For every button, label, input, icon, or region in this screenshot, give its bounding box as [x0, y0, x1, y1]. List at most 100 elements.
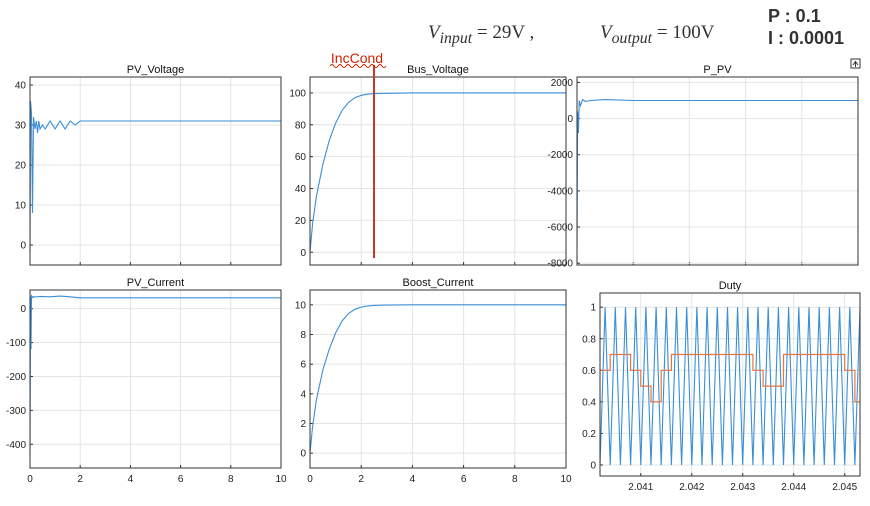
plot-title: Duty — [719, 280, 742, 292]
plot-title: Bus_Voltage — [407, 64, 469, 76]
x-tick-label: 0 — [307, 474, 313, 485]
data-layer — [310, 92, 566, 253]
plot-frame — [599, 292, 861, 477]
plot-area — [30, 290, 281, 468]
inccond-label: IncCond — [331, 50, 383, 66]
plot-title: PV_Voltage — [127, 64, 185, 76]
x-tick-label: 0 — [27, 474, 33, 485]
x-tick-label: 2 — [77, 474, 83, 485]
plot-area — [30, 77, 281, 265]
subplot-pv-voltage: 0 10 20 30 40 PV_Voltage — [15, 64, 282, 266]
y-tick-label: 0 — [567, 114, 573, 125]
y-tick-label: -6000 — [547, 223, 573, 234]
y-tick-label: 2000 — [551, 78, 574, 89]
y-tick-label: -400 — [6, 440, 26, 451]
reference-step-line — [600, 353, 860, 403]
y-tick-label: 10 — [295, 300, 307, 311]
y-tick-label: 80 — [295, 120, 307, 131]
subplot-p-pv: 2000 0 -2000 -4000 -6000 -8000 P_PV — [547, 64, 859, 270]
y-tick-label: 0.4 — [582, 397, 596, 408]
export-icon-arrow — [852, 60, 859, 67]
y-tick-label: 1 — [590, 303, 596, 314]
y-tick-label: 30 — [15, 121, 27, 132]
series-line — [310, 304, 566, 454]
plot-frame — [29, 76, 282, 266]
series-line — [310, 92, 566, 253]
x-tick-label: 10 — [275, 474, 287, 485]
y-tick-label: 60 — [295, 152, 307, 163]
x-tick-label: 2.045 — [832, 482, 857, 493]
vout-value: = 100V — [652, 22, 715, 43]
subplot-bus-voltage: 0 20 40 60 80 100 Bus_Voltage — [289, 64, 567, 266]
plot-area — [310, 290, 566, 468]
overlay-layer: IncCond — [329, 50, 861, 258]
y-tick-label: -8000 — [547, 259, 573, 270]
series-line — [30, 100, 281, 254]
x-tick-label: 8 — [228, 474, 234, 485]
plot-area — [310, 77, 566, 265]
plot-title: P_PV — [703, 64, 732, 76]
data-layer — [310, 304, 566, 454]
y-tick-label: -2000 — [547, 150, 573, 161]
i-gain-label: I : 0.0001 — [768, 28, 845, 48]
x-tick-label: 2 — [358, 474, 364, 485]
vin-var: V — [428, 22, 440, 43]
plot-frame — [29, 289, 282, 469]
y-tick-label: 0 — [20, 304, 26, 315]
subplot-boost-current: 0 2 4 6 8 10 0 2 4 6 8 10 Boost_Current — [295, 277, 572, 485]
y-tick-label: -4000 — [547, 186, 573, 197]
export-icon-box — [850, 58, 861, 69]
y-tick-label: 2 — [300, 419, 306, 430]
y-tick-label: 0 — [590, 460, 596, 471]
data-layer — [600, 307, 860, 466]
x-tick-label: 8 — [512, 474, 518, 485]
x-tick-label: 2.041 — [628, 482, 653, 493]
y-tick-label: 8 — [300, 330, 306, 341]
x-tick-label: 6 — [461, 474, 467, 485]
y-tick-label: 0 — [20, 241, 26, 252]
subplot-grid: 010203040PV_Voltage020406080100Bus_Volta… — [6, 64, 861, 493]
subplot-duty: 2.041 2.042 2.043 2.044 2.045 0 0.2 0.4 0.6 0.8 1 D… — [582, 280, 861, 493]
data-layer — [30, 100, 281, 254]
subplot-pv-current: 0 2 4 6 8 10 0 -100 -200 -300 -400 PV_Current — [6, 277, 287, 485]
vout-var: V — [600, 22, 612, 43]
y-tick-label: 0.6 — [582, 366, 596, 377]
y-tick-label: 0 — [300, 248, 306, 259]
input-voltage-equation: Vinput = 29V , — [428, 22, 534, 48]
y-tick-label: 10 — [15, 201, 27, 212]
x-tick-label: 2.043 — [730, 482, 755, 493]
y-tick-label: 0.2 — [582, 429, 596, 440]
x-tick-label: 6 — [178, 474, 184, 485]
x-tick-label: 10 — [560, 474, 572, 485]
plot-frame — [309, 76, 567, 266]
y-tick-label: -100 — [6, 338, 26, 349]
vout-subscript: output — [611, 29, 653, 47]
carrier-wave-line — [600, 307, 860, 466]
output-voltage-equation: Voutput = 100V — [600, 22, 715, 48]
data-layer — [577, 98, 858, 249]
y-tick-label: -200 — [6, 372, 26, 383]
y-tick-label: 0 — [300, 449, 306, 460]
x-tick-label: 4 — [410, 474, 416, 485]
p-gain-label: P : 0.1 — [768, 6, 821, 26]
x-tick-label: 2.042 — [679, 482, 704, 493]
spellcheck-underline — [329, 64, 387, 68]
plot-area — [577, 77, 858, 265]
plot-title: PV_Current — [127, 277, 184, 289]
export-figure-icon[interactable] — [850, 58, 861, 69]
plot-frame — [576, 76, 859, 266]
vin-subscript: input — [439, 29, 473, 47]
vin-value: = 29V , — [472, 22, 535, 43]
y-tick-label: -300 — [6, 406, 26, 417]
y-tick-label: 40 — [15, 81, 27, 92]
series-line — [577, 98, 858, 249]
y-tick-label: 20 — [15, 161, 27, 172]
plot-frame — [309, 289, 567, 469]
y-tick-label: 100 — [289, 88, 306, 99]
y-tick-label: 20 — [295, 216, 307, 227]
y-tick-label: 0.8 — [582, 334, 596, 345]
data-layer — [30, 293, 281, 455]
y-tick-label: 4 — [300, 389, 306, 400]
x-tick-label: 4 — [128, 474, 134, 485]
